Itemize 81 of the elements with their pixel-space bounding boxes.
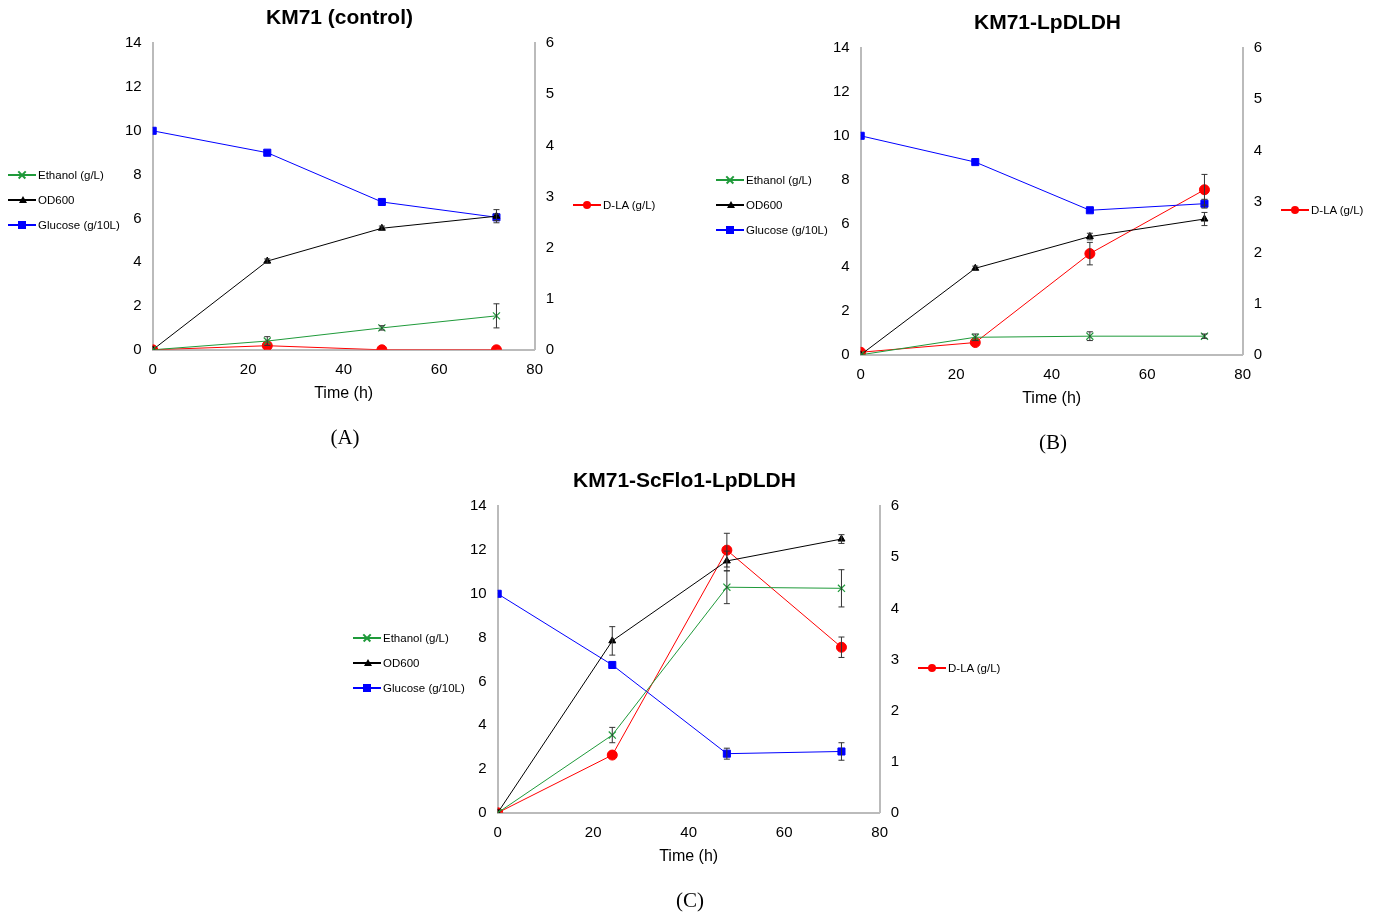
y2-tick-label: 5 (890, 547, 899, 565)
x-tick-label: 80 (1234, 364, 1251, 382)
y2-tick-label: 0 (890, 802, 899, 820)
y2-tick-label: 6 (1253, 38, 1262, 56)
y2-tick-label: 6 (545, 33, 554, 51)
y2-tick-label: 0 (1253, 344, 1262, 362)
legend-label: D-LA (g/L) (948, 661, 1001, 674)
y2-tick-label: 2 (890, 700, 899, 718)
y2-tick-label: 4 (890, 598, 899, 616)
chart-title: KM71 (control) (266, 5, 413, 29)
y-tick-label: 0 (133, 339, 142, 357)
y-tick-label: 2 (841, 301, 850, 319)
x-tick-label: 20 (584, 822, 602, 840)
legend-label: OD600 (746, 198, 783, 211)
x-tick-label: 0 (856, 364, 865, 382)
y-tick-label: 14 (470, 496, 487, 514)
legend-label: Glucose (g/10L) (383, 681, 465, 694)
y2-tick-label: 1 (545, 288, 554, 306)
chart-title: KM71-LpDLDH (974, 10, 1121, 34)
y-tick-label: 12 (833, 82, 850, 100)
y-tick-label: 2 (133, 296, 142, 314)
legend-label: Ethanol (g/L) (746, 173, 812, 186)
x-tick-label: 20 (239, 359, 257, 377)
y-tick-label: 10 (470, 583, 487, 601)
x-tick-label: 40 (335, 359, 353, 377)
y-tick-label: 2 (478, 759, 487, 777)
text: (A) (329, 425, 361, 450)
y-tick-label: 8 (133, 164, 142, 182)
y2-tick-label: 1 (890, 751, 899, 769)
legend-label: Ethanol (g/L) (383, 631, 449, 644)
y2-tick-label: 3 (545, 186, 554, 204)
y2-tick-label: 5 (545, 84, 554, 102)
y-tick-label: 4 (133, 252, 142, 270)
y-tick-label: 10 (833, 125, 850, 143)
legend-label: OD600 (38, 193, 75, 206)
legend-label: Glucose (g/10L) (746, 223, 828, 236)
legend-label: D-LA (g/L) (1311, 203, 1364, 216)
y-tick-label: 12 (470, 540, 487, 558)
y-tick-label: 14 (125, 33, 142, 51)
y2-tick-label: 0 (545, 339, 554, 357)
x-axis-title: Time (h) (314, 383, 374, 401)
y-tick-label: 4 (478, 715, 487, 733)
x-tick-label: 0 (148, 359, 157, 377)
chart-title: KM71-ScFlo1-LpDLDH (573, 468, 796, 492)
legend-label: Ethanol (g/L) (38, 168, 104, 181)
y-tick-label: 12 (125, 77, 142, 95)
x-tick-label: 60 (1138, 364, 1156, 382)
y-tick-label: 4 (841, 257, 850, 275)
x-tick-label: 20 (947, 364, 965, 382)
y-tick-label: 8 (478, 627, 487, 645)
y-tick-label: 10 (125, 120, 142, 138)
x-tick-label: 60 (430, 359, 448, 377)
x-tick-label: 80 (526, 359, 543, 377)
x-axis-title: Time (h) (1022, 388, 1082, 406)
y2-tick-label: 6 (890, 496, 899, 514)
y2-tick-label: 4 (1253, 140, 1262, 158)
y-tick-label: 0 (841, 344, 850, 362)
x-tick-label: 0 (493, 822, 502, 840)
legend-label: D-LA (g/L) (603, 198, 656, 211)
y-tick-label: 6 (133, 208, 142, 226)
y2-tick-label: 2 (1253, 242, 1262, 260)
x-tick-label: 80 (871, 822, 888, 840)
x-tick-label: 40 (680, 822, 698, 840)
text: (C) (675, 888, 705, 913)
y2-tick-label: 3 (1253, 191, 1262, 209)
y-tick-label: 6 (841, 213, 850, 231)
y2-tick-label: 1 (1253, 293, 1262, 311)
y2-tick-label: 4 (545, 135, 554, 153)
y-tick-label: 14 (833, 38, 850, 56)
x-axis-title: Time (h) (659, 846, 719, 864)
y2-tick-label: 3 (890, 649, 899, 667)
y-tick-label: 0 (478, 802, 487, 820)
x-tick-label: 40 (1043, 364, 1061, 382)
x-tick-label: 60 (775, 822, 793, 840)
legend-label: Glucose (g/10L) (38, 218, 120, 231)
y2-tick-label: 2 (545, 237, 554, 255)
y-tick-label: 8 (841, 169, 850, 187)
y2-tick-label: 5 (1253, 89, 1262, 107)
y-tick-label: 6 (478, 671, 487, 689)
text: (B) (1038, 430, 1068, 455)
legend-label: OD600 (383, 656, 420, 669)
